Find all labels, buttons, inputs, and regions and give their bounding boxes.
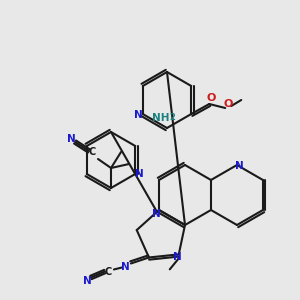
Text: N: N [173,252,182,262]
Text: O: O [207,93,216,103]
Text: C: C [88,147,96,157]
Text: N: N [135,169,144,179]
Text: O: O [224,99,233,109]
Text: N: N [67,134,75,144]
Text: N: N [152,209,160,219]
Text: N: N [82,277,91,286]
Text: N: N [121,262,129,272]
Text: C: C [104,268,112,278]
Text: 2: 2 [169,113,175,122]
Text: NH: NH [152,113,170,123]
Text: N: N [235,161,243,171]
Text: N: N [134,110,143,120]
